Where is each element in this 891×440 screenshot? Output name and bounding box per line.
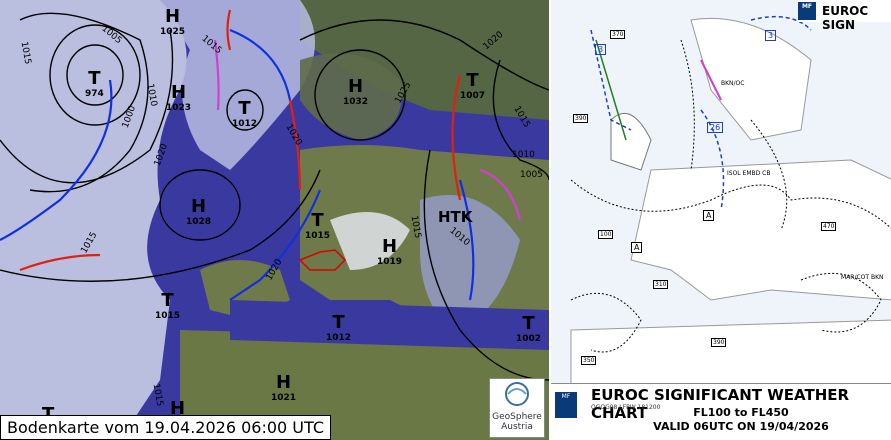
- cold-fronts: [0, 28, 475, 301]
- surface-analysis-map: T 974 H 1025 H 1023 T 1012 H 1032 T 1007…: [0, 0, 549, 440]
- africa-land: [570, 319, 891, 385]
- pressure-letter: T: [238, 98, 251, 119]
- europe-land: [630, 159, 891, 301]
- pressure-center-low-1012: T 1012: [232, 98, 257, 129]
- header-title: EUROC SIGN: [822, 4, 869, 32]
- pressure-letter: T: [332, 312, 345, 333]
- pressure-center-high-south: H: [170, 398, 185, 419]
- pressure-center-low-1012-italy: T 1012: [326, 312, 351, 343]
- box-label: 310: [653, 280, 669, 289]
- pressure-value: 1028: [186, 217, 212, 227]
- pressure-letter: T: [522, 313, 535, 334]
- sigwx-canvas: [551, 0, 891, 385]
- scandinavian-high-area: [300, 53, 402, 141]
- footer-levels: FL100 to FL450: [693, 406, 789, 419]
- pressure-center-high-1032: H 1032: [343, 76, 368, 107]
- pressure-center-htk: HTK: [438, 208, 472, 226]
- occlusions: [213, 39, 522, 221]
- jet-number: 3: [765, 30, 777, 41]
- turbulence-areas: [570, 39, 891, 353]
- eastern-cloud: [420, 195, 520, 330]
- box-label: 470: [821, 222, 837, 231]
- pressure-letter: H: [381, 236, 398, 257]
- meteofrance-footer-logo: MF: [555, 392, 577, 418]
- geosphere-logo-icon: [505, 382, 529, 406]
- pressure-center-low-1002: T 1002: [516, 313, 541, 344]
- area-label: A: [631, 242, 643, 253]
- pressure-value: 1012: [232, 119, 258, 129]
- warm-fronts: [19, 9, 462, 272]
- pressure-value: 1023: [166, 103, 192, 113]
- box-label: 350: [581, 356, 597, 365]
- pressure-center-high-1019: H 1019: [377, 236, 402, 267]
- pressure-letter: T: [466, 70, 479, 91]
- map-caption: Bodenkarte vom 19.04.2026 06:00 UTC: [0, 415, 332, 440]
- scandinavia: [300, 0, 549, 120]
- footer-code: QGOG98 LFPW 181200: [591, 404, 661, 411]
- pressure-letter: H: [275, 372, 292, 393]
- pressure-value: 974: [85, 89, 104, 99]
- sigwx-header: MF EUROC SIGN: [798, 0, 891, 32]
- british-isles: [610, 112, 652, 171]
- atlantic-cloud-band: [0, 0, 187, 440]
- logo-label-1: GeoSphere: [492, 412, 542, 422]
- box-label: 100: [598, 230, 614, 239]
- pressure-value: 1007: [460, 91, 486, 101]
- mediterranean-sea: [230, 300, 549, 350]
- pressure-letter: T: [88, 68, 101, 89]
- footer-title: EUROC SIGNIFICANT WEATHER CHART: [591, 386, 850, 422]
- north-africa: [180, 330, 549, 440]
- geosphere-logo: GeoSphere Austria: [489, 378, 545, 438]
- pressure-letter: H: [347, 76, 364, 97]
- area-label: ISOL EMBD CB: [727, 170, 771, 177]
- jet-areas: [590, 15, 812, 211]
- jet-number: 3: [595, 44, 607, 55]
- isobars: [0, 12, 549, 381]
- pressure-letter: H: [170, 82, 187, 103]
- area-label: A: [703, 210, 715, 221]
- box-label: 390: [711, 338, 727, 347]
- sigwx-footer: MF EUROC SIGNIFICANT WEATHER CHART QGOG9…: [551, 383, 891, 440]
- box-label: 390: [573, 114, 589, 123]
- pressure-value: 1015: [155, 311, 181, 321]
- pressure-center-low-1015: T 1015: [305, 210, 330, 241]
- northern-cloud: [160, 0, 315, 170]
- pressure-center-high-1021: H 1021: [271, 372, 296, 403]
- isobar-label: 1005: [520, 170, 543, 180]
- austria-outline: [298, 249, 347, 271]
- pink-front: [700, 59, 722, 101]
- pressure-letter: H: [190, 196, 207, 217]
- box-label: 370: [610, 30, 626, 39]
- pressure-center-low-1015-west: T 1015: [155, 290, 180, 321]
- meteofrance-logo: MF: [798, 2, 816, 20]
- pressure-value: 1019: [377, 257, 403, 267]
- area-label: BKN/OC: [721, 80, 745, 87]
- pressure-center-high-1028: H 1028: [186, 196, 211, 227]
- pressure-value: 1025: [160, 27, 186, 37]
- pressure-value: 1002: [516, 334, 542, 344]
- pressure-value: 1015: [305, 231, 331, 241]
- pressure-center-low-1007: T 1007: [460, 70, 485, 101]
- pressure-value: 1012: [326, 333, 352, 343]
- alpine-cloud: [330, 212, 410, 270]
- pressure-letter: HTK: [438, 208, 473, 226]
- footer-valid: VALID 06UTC ON 19/04/2026: [653, 420, 829, 433]
- jet-number: 26: [707, 122, 724, 133]
- pressure-letter: H: [170, 398, 186, 419]
- pressure-letter: T: [161, 290, 174, 311]
- logo-label-2: Austria: [501, 422, 533, 432]
- scandinavia-land: [690, 17, 812, 141]
- pressure-letter: H: [164, 6, 181, 27]
- pressure-center-high-1023: H 1023: [166, 82, 191, 113]
- pressure-center-low-974: T 974: [85, 68, 104, 99]
- pressure-value: 1021: [271, 393, 297, 403]
- surface-map-canvas: [0, 0, 549, 440]
- area-label: MAR/COT BKN: [841, 274, 884, 281]
- pressure-value: 1032: [343, 97, 369, 107]
- green-jet-line: [595, 39, 627, 141]
- pressure-letter: T: [311, 210, 324, 231]
- sigwx-chart: MF EUROC SIGN 370 390 100 350 310 390 47…: [549, 0, 891, 440]
- pressure-center-high-1025: H 1025: [160, 6, 185, 37]
- isobar-label: 1010: [512, 150, 535, 160]
